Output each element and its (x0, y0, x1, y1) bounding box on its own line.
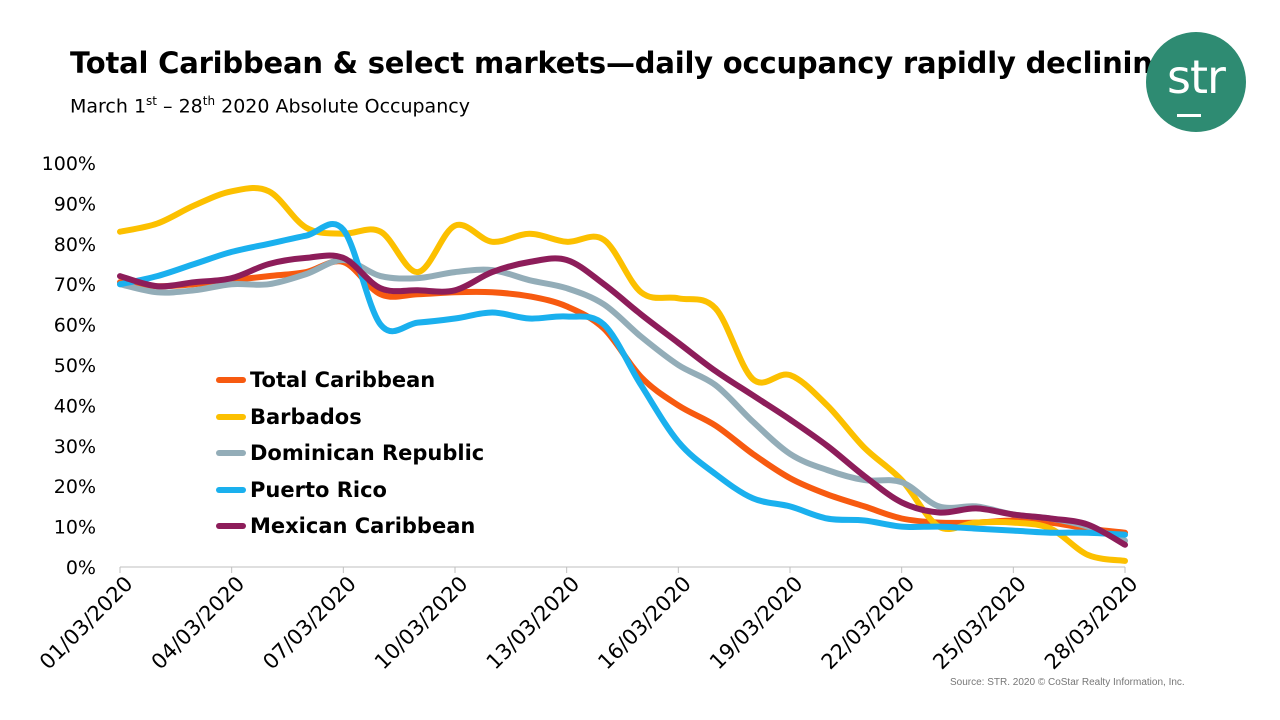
legend-item: Mexican Caribbean (216, 508, 484, 545)
legend-label: Mexican Caribbean (250, 514, 476, 539)
y-tick-label: 10% (54, 517, 96, 539)
legend: Total Caribbean Barbados Dominican Repub… (216, 362, 484, 545)
y-tick-label: 70% (54, 274, 96, 296)
logo-text: str (1167, 50, 1226, 104)
source-note: Source: STR. 2020 © CoStar Realty Inform… (950, 677, 1185, 688)
x-tick-label: 13/03/2020 (482, 572, 585, 675)
x-tick-label: 22/03/2020 (817, 572, 920, 675)
legend-item: Total Caribbean (216, 362, 484, 399)
chart-subtitle: March 1st – 28th 2020 Absolute Occupancy (70, 94, 470, 118)
series-line-puerto-rico (117, 221, 1128, 538)
y-tick-label: 0% (66, 557, 96, 579)
legend-item: Barbados (216, 399, 484, 436)
legend-swatch (216, 413, 246, 420)
logo-underline (1177, 114, 1201, 117)
x-tick-label: 28/03/2020 (1040, 572, 1143, 675)
y-tick-label: 100% (42, 153, 96, 175)
x-tick-label: 01/03/2020 (35, 572, 138, 675)
y-tick-label: 90% (54, 193, 96, 215)
legend-label: Puerto Rico (250, 477, 387, 502)
x-tick-label: 19/03/2020 (705, 572, 808, 675)
x-tick-label: 07/03/2020 (258, 572, 361, 675)
y-tick-label: 20% (54, 476, 96, 498)
legend-label: Total Caribbean (250, 368, 436, 393)
x-tick-label: 16/03/2020 (593, 572, 696, 675)
chart-title: Total Caribbean & select markets—daily o… (70, 46, 1174, 80)
y-tick-label: 60% (54, 315, 96, 337)
legend-swatch (216, 523, 246, 530)
series-line-dominican-republic (117, 257, 1128, 544)
y-tick-label: 40% (54, 395, 96, 417)
y-tick-label: 50% (54, 355, 96, 377)
x-tick-label: 10/03/2020 (370, 572, 473, 675)
legend-swatch (216, 450, 246, 457)
x-tick-label: 04/03/2020 (147, 572, 250, 675)
y-tick-label: 80% (54, 234, 96, 256)
x-tick-label: 25/03/2020 (928, 572, 1031, 675)
series-line-mexican-caribbean (117, 252, 1128, 548)
str-logo: str (1146, 32, 1246, 132)
legend-swatch (216, 486, 246, 493)
legend-label: Barbados (250, 404, 362, 429)
legend-item: Puerto Rico (216, 472, 484, 509)
legend-swatch (216, 377, 246, 384)
legend-item: Dominican Republic (216, 435, 484, 472)
legend-label: Dominican Republic (250, 441, 485, 466)
y-tick-label: 30% (54, 436, 96, 458)
